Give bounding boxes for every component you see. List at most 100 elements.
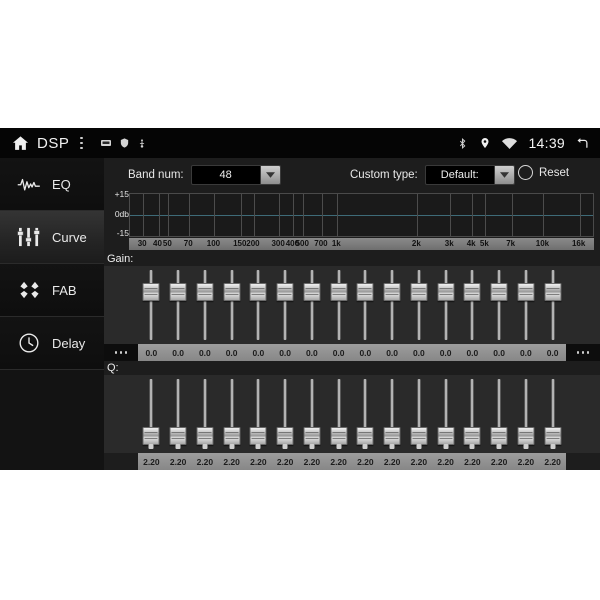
- slider-knob[interactable]: [544, 282, 562, 301]
- slider-knob[interactable]: [223, 282, 241, 301]
- slider-knob[interactable]: [517, 426, 535, 445]
- slider-knob[interactable]: [410, 426, 428, 445]
- q-slider[interactable]: [540, 375, 566, 453]
- q-slider[interactable]: [486, 375, 512, 453]
- slider-knob[interactable]: [437, 426, 455, 445]
- back-arrow-icon[interactable]: [575, 136, 590, 151]
- slider-knob[interactable]: [249, 282, 267, 301]
- slider-knob[interactable]: [303, 426, 321, 445]
- q-slider[interactable]: [165, 375, 191, 453]
- q-slider[interactable]: [138, 375, 164, 453]
- q-slider[interactable]: [459, 375, 485, 453]
- gain-slider[interactable]: [192, 266, 218, 344]
- gain-value-cell[interactable]: 0.0: [439, 347, 452, 358]
- gain-slider[interactable]: [326, 266, 352, 344]
- q-slider[interactable]: [406, 375, 432, 453]
- sidebar-item-curve[interactable]: Curve: [0, 211, 104, 264]
- gain-slider[interactable]: [219, 266, 245, 344]
- q-value-cell[interactable]: 2.20: [383, 456, 401, 467]
- q-slider[interactable]: [513, 375, 539, 453]
- gain-slider[interactable]: [299, 266, 325, 344]
- gain-value-cell[interactable]: 0.0: [359, 347, 372, 358]
- gain-slider[interactable]: [406, 266, 432, 344]
- slider-knob[interactable]: [276, 282, 294, 301]
- gain-value-cell[interactable]: 0.0: [172, 347, 185, 358]
- sidebar-item-fab[interactable]: FAB: [0, 264, 104, 317]
- slider-knob[interactable]: [437, 282, 455, 301]
- q-slider[interactable]: [299, 375, 325, 453]
- slider-knob[interactable]: [544, 426, 562, 445]
- sidebar-item-delay[interactable]: Delay: [0, 317, 104, 370]
- custom-type-select[interactable]: Default:: [424, 165, 515, 185]
- gain-slider[interactable]: [459, 266, 485, 344]
- q-value-cell[interactable]: 2.20: [276, 456, 294, 467]
- slider-knob[interactable]: [356, 282, 374, 301]
- gain-value-cell[interactable]: 0.0: [493, 347, 506, 358]
- gain-value-cell[interactable]: 0.0: [466, 347, 479, 358]
- q-slider[interactable]: [379, 375, 405, 453]
- gain-slider[interactable]: [486, 266, 512, 344]
- graph-plot-area[interactable]: [129, 193, 594, 237]
- gain-slider[interactable]: [165, 266, 191, 344]
- gain-slider[interactable]: [379, 266, 405, 344]
- gain-value-cell[interactable]: 0.0: [546, 347, 559, 358]
- slider-knob[interactable]: [196, 282, 214, 301]
- band-num-select[interactable]: 48: [190, 165, 281, 185]
- q-value-cell[interactable]: 2.20: [196, 456, 214, 467]
- gain-more-right-button[interactable]: [566, 344, 600, 361]
- q-slider[interactable]: [352, 375, 378, 453]
- gain-value-cell[interactable]: 0.0: [332, 347, 345, 358]
- kebab-menu-icon[interactable]: [76, 136, 87, 150]
- q-value-cell[interactable]: 2.20: [169, 456, 187, 467]
- gain-value-cell[interactable]: 0.0: [386, 347, 399, 358]
- q-value-cell[interactable]: 2.20: [517, 456, 535, 467]
- home-icon[interactable]: [11, 134, 30, 153]
- gain-slider[interactable]: [352, 266, 378, 344]
- q-value-cell[interactable]: 2.20: [490, 456, 508, 467]
- gain-value-cell[interactable]: 0.0: [519, 347, 532, 358]
- q-slider[interactable]: [245, 375, 271, 453]
- gain-value-cell[interactable]: 0.0: [145, 347, 158, 358]
- gain-value-cell[interactable]: 0.0: [198, 347, 211, 358]
- gain-value-cell[interactable]: 0.0: [252, 347, 265, 358]
- slider-knob[interactable]: [303, 282, 321, 301]
- q-slider[interactable]: [219, 375, 245, 453]
- slider-knob[interactable]: [276, 426, 294, 445]
- q-value-cell[interactable]: 2.20: [544, 456, 561, 467]
- q-value-cell[interactable]: 2.20: [357, 456, 374, 467]
- slider-knob[interactable]: [517, 282, 535, 301]
- q-value-cell[interactable]: 2.20: [464, 456, 481, 467]
- slider-knob[interactable]: [410, 282, 428, 301]
- slider-knob[interactable]: [223, 426, 241, 445]
- gain-slider[interactable]: [513, 266, 539, 344]
- q-slider[interactable]: [192, 375, 218, 453]
- q-value-cell[interactable]: 2.20: [437, 456, 454, 467]
- chevron-down-icon[interactable]: [493, 166, 514, 184]
- q-value-cell[interactable]: 2.20: [223, 456, 240, 467]
- slider-knob[interactable]: [490, 426, 508, 445]
- q-value-cell[interactable]: 2.20: [303, 456, 321, 467]
- q-value-cell[interactable]: 2.20: [143, 456, 160, 467]
- gain-slider[interactable]: [433, 266, 459, 344]
- slider-knob[interactable]: [330, 282, 348, 301]
- slider-knob[interactable]: [383, 426, 401, 445]
- slider-knob[interactable]: [463, 282, 481, 301]
- slider-knob[interactable]: [249, 426, 267, 445]
- radio-circle-icon[interactable]: [518, 165, 533, 180]
- gain-slider[interactable]: [245, 266, 271, 344]
- gain-value-cell[interactable]: 0.0: [279, 347, 292, 358]
- slider-knob[interactable]: [463, 426, 481, 445]
- q-slider[interactable]: [272, 375, 298, 453]
- slider-knob[interactable]: [142, 426, 160, 445]
- slider-knob[interactable]: [142, 282, 160, 301]
- slider-knob[interactable]: [356, 426, 374, 445]
- slider-knob[interactable]: [169, 426, 187, 445]
- gain-slider[interactable]: [138, 266, 164, 344]
- chevron-down-icon[interactable]: [259, 166, 280, 184]
- gain-value-cell[interactable]: 0.0: [225, 347, 238, 358]
- q-slider[interactable]: [326, 375, 352, 453]
- sidebar-item-eq[interactable]: EQ: [0, 158, 104, 211]
- q-value-cell[interactable]: 2.20: [250, 456, 267, 467]
- slider-knob[interactable]: [490, 282, 508, 301]
- reset-button[interactable]: Reset: [518, 165, 569, 180]
